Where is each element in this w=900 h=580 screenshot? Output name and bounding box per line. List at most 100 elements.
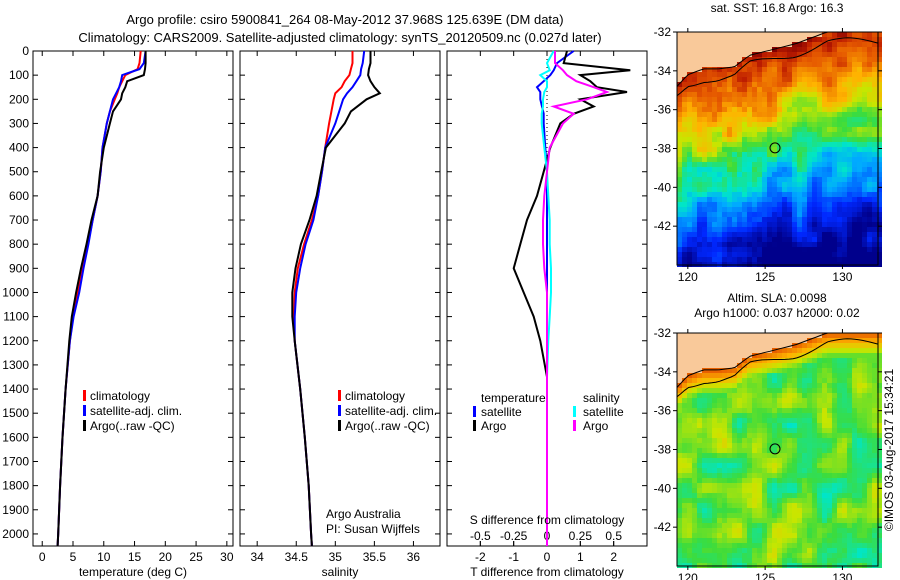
map-cell [812,37,817,42]
map-cell [737,388,742,393]
map-cell [822,212,827,217]
map-cell [687,408,692,413]
map-cell [677,57,682,62]
map-cell [807,348,812,353]
map-cell [802,182,807,187]
map-cell [812,227,817,232]
map-cell [757,333,762,338]
map-cell [707,182,712,187]
plot-frame [32,50,234,547]
map-cell [782,468,787,473]
map-cell [712,448,717,453]
map-cell [777,107,782,112]
map-cell [692,333,697,338]
map-cell [687,197,692,202]
map-cell [697,388,702,393]
map-cell [867,152,872,157]
map-cell [782,67,787,72]
map-cell [772,182,777,187]
map-cell [842,207,847,212]
map-cell [752,403,757,408]
map-cell [692,247,697,252]
map-cell [827,368,832,373]
map-cell [772,388,777,393]
map-cell [752,333,757,338]
map-cell [747,513,752,518]
map-cell [817,338,822,343]
map-cell [752,533,757,538]
map-cell [842,408,847,413]
map-cell [847,112,852,117]
map-cell [762,52,767,57]
map-cell [692,207,697,212]
map-cell [842,458,847,463]
map-cell [817,448,822,453]
map-cell [782,177,787,182]
map-cell [787,428,792,433]
map-cell [687,92,692,97]
map-cell [832,117,837,122]
map-cell [707,92,712,97]
map-cell [692,112,697,117]
map-cell [717,152,722,157]
map-cell [692,52,697,57]
map-cell [697,358,702,363]
map-cell [782,413,787,418]
map-cell [742,157,747,162]
map-cell [852,503,857,508]
map-cell [787,438,792,443]
map-cell [812,498,817,503]
map-cell [872,152,877,157]
map-cell [737,443,742,448]
map-cell [842,222,847,227]
map-cell [872,142,877,147]
map-cell [747,217,752,222]
map-cell [797,32,802,37]
map-cell [697,42,702,47]
map-cell [692,458,697,463]
map-cell [772,202,777,207]
map-cell [872,47,877,52]
map-cell [682,423,687,428]
map-cell [782,368,787,373]
map-cell [697,363,702,368]
map-cell [697,533,702,538]
map-cell [782,162,787,167]
map-cell [742,408,747,413]
map-cell [812,523,817,528]
map-cell [817,363,822,368]
map-cell [707,47,712,52]
map-cell [747,122,752,127]
map-cell [727,418,732,423]
map-cell [827,227,832,232]
map-cell [752,47,757,52]
map-cell [702,177,707,182]
map-cell [807,127,812,132]
map-cell [777,398,782,403]
map-cell [787,363,792,368]
map-cell [872,553,877,558]
map-cell [707,197,712,202]
map-cell [852,152,857,157]
map-cell [787,373,792,378]
map-cell [802,107,807,112]
map-cell [832,473,837,478]
map-cell [757,403,762,408]
map-cell [682,172,687,177]
map-cell [767,378,772,383]
map-cell [752,448,757,453]
map-cell [792,433,797,438]
map-cell [817,242,822,247]
map-cell [692,453,697,458]
map-cell [872,513,877,518]
map-cell [797,102,802,107]
map-cell [807,42,812,47]
map-cell [812,408,817,413]
map-cell [737,207,742,212]
map-cell [812,32,817,37]
map-cell [807,227,812,232]
map-cell [807,448,812,453]
map-cell [732,187,737,192]
map-cell [707,72,712,77]
map-cell [682,192,687,197]
